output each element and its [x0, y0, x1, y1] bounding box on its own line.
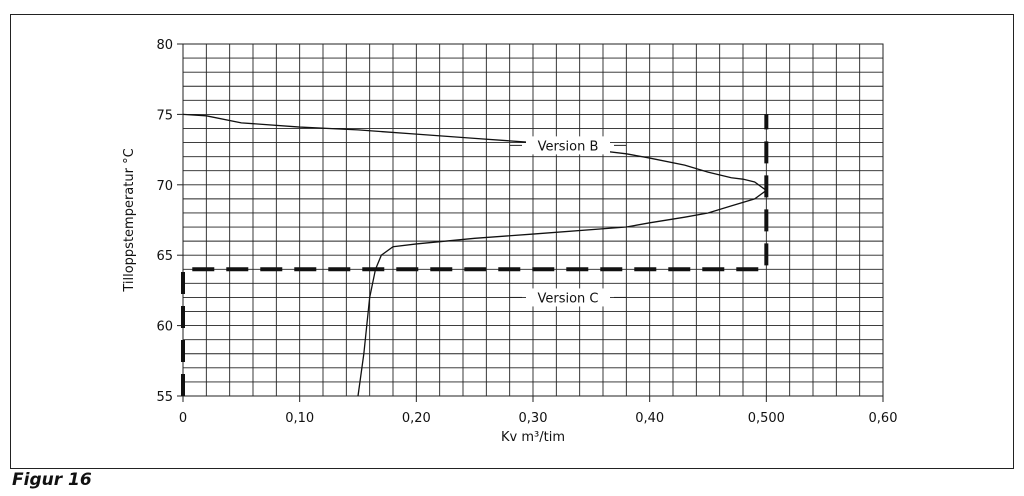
x-tick-label: 0,30 — [519, 411, 548, 426]
caption: Figur 16 — [12, 470, 92, 490]
annotation: Version B — [538, 139, 599, 154]
x-tick-label: 0,60 — [869, 411, 898, 426]
frame — [10, 14, 1014, 469]
annotation: Version C — [537, 291, 598, 306]
x-axis-title: Kv m³/tim — [501, 430, 565, 445]
y-tick-label: 65 — [156, 249, 173, 264]
y-tick-label: 60 — [156, 320, 173, 335]
y-tick-label: 80 — [156, 38, 173, 53]
annotation-bg — [526, 136, 610, 155]
x-tick-label: 0,10 — [285, 411, 314, 426]
y-tick-label: 70 — [156, 179, 173, 194]
x-tick-label: 0,500 — [748, 411, 785, 426]
plot-border — [182, 43, 884, 397]
dashed-line — [181, 114, 769, 396]
x-tick-label: 0,20 — [402, 411, 431, 426]
y-axis-title: Tilloppstemperatur °C — [122, 148, 137, 292]
x-tick-label: 0,40 — [635, 411, 664, 426]
annotation-bg — [526, 288, 610, 307]
line — [182, 113, 768, 397]
y-tick-label: 55 — [156, 390, 173, 405]
x-tick-label: 0 — [179, 411, 187, 426]
y-tick-label: 75 — [156, 108, 173, 123]
